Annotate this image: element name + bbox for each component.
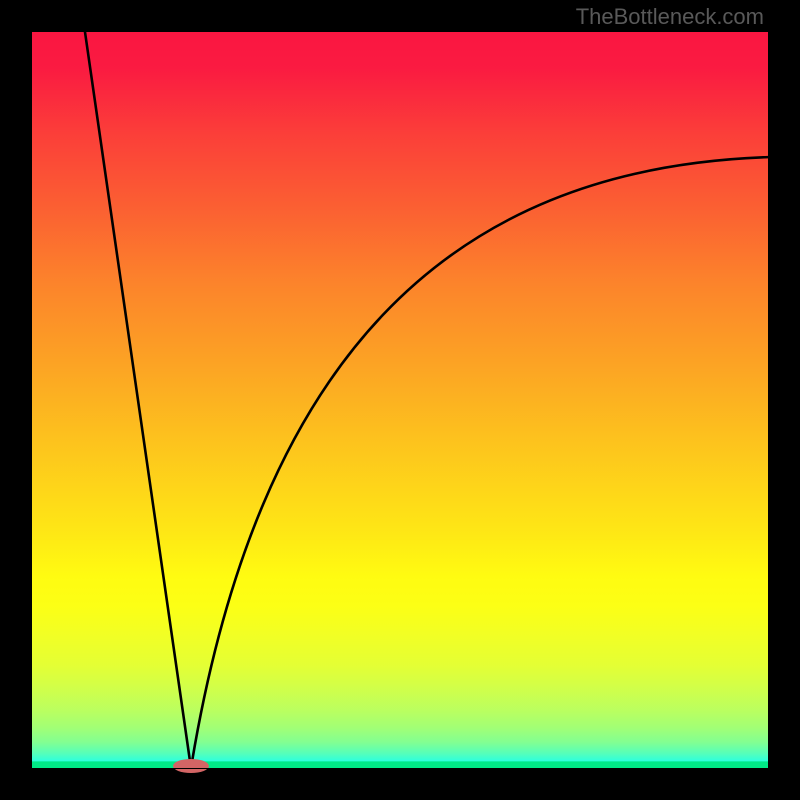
watermark-text: TheBottleneck.com: [576, 4, 764, 30]
chart-stage: TheBottleneck.com: [0, 0, 800, 800]
baseline-band: [32, 761, 768, 768]
gradient-background: [32, 32, 768, 768]
valley-marker: [173, 759, 209, 773]
bottleneck-chart: [0, 0, 800, 800]
